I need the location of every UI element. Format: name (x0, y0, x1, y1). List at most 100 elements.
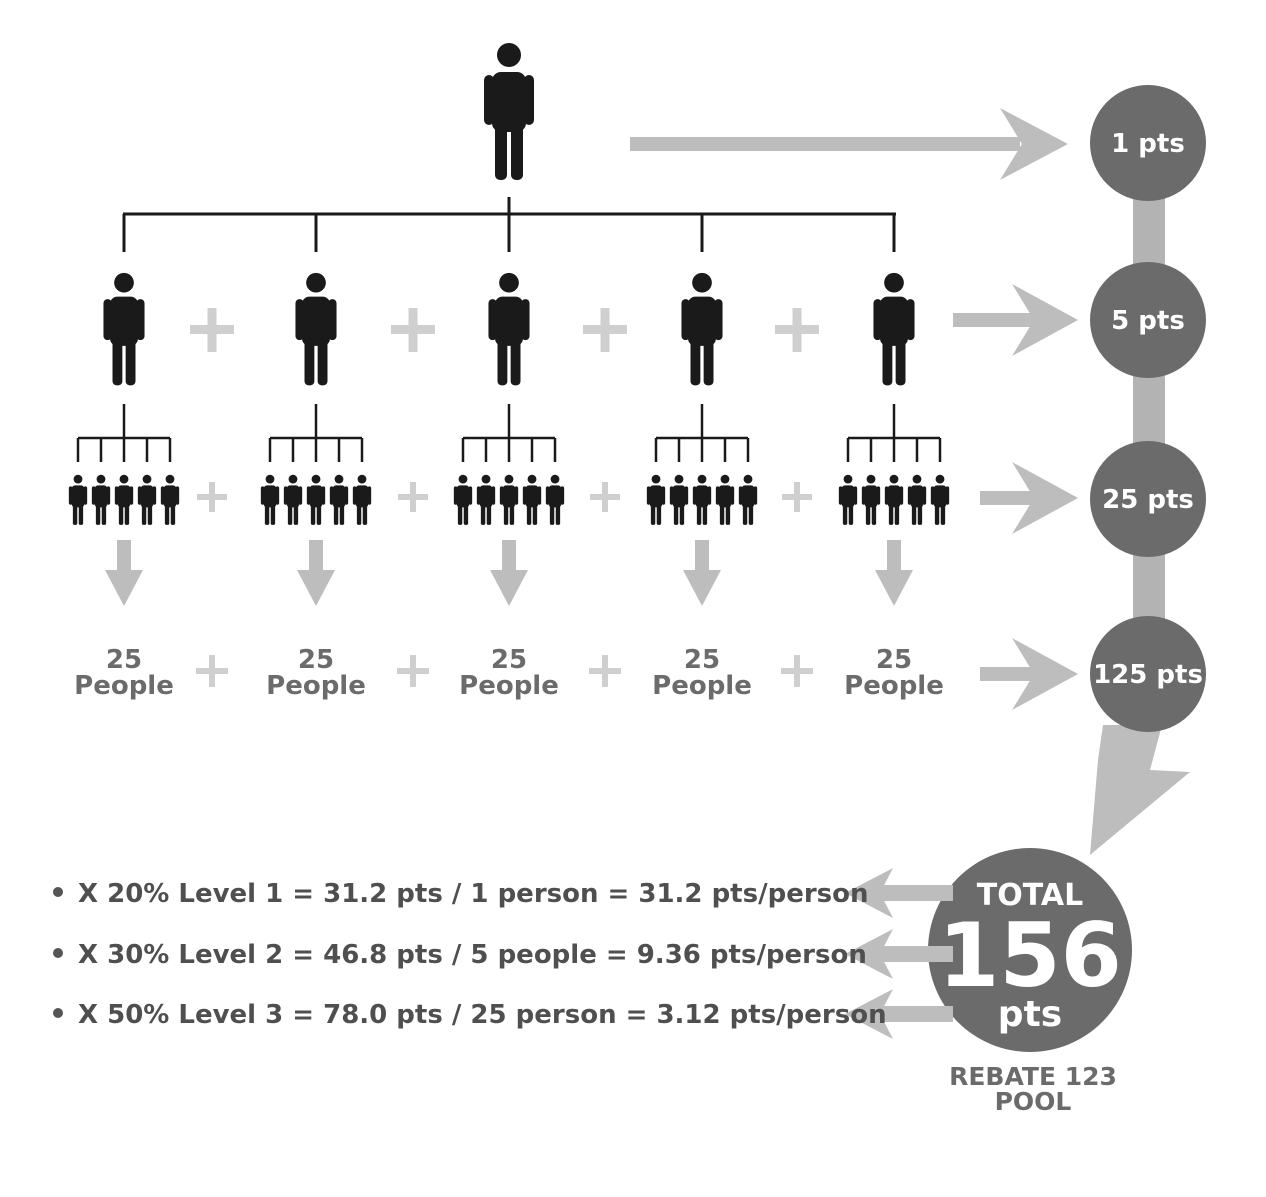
level2-group (453, 404, 565, 606)
distribution-line: X 50% Level 3 = 78.0 pts / 25 person = 3… (53, 989, 953, 1039)
plus-icon (583, 308, 627, 352)
level2-person-icon (669, 474, 689, 525)
level2-person-icon (522, 474, 542, 525)
level2-person-icon (260, 474, 280, 525)
level2-person-icon (137, 474, 157, 525)
people-word: People (652, 671, 752, 701)
level1-tree-lines (122, 197, 896, 252)
arrow-down-icon (683, 540, 721, 606)
people-count: 25 (491, 645, 527, 675)
distribution-text: X 50% Level 3 = 78.0 pts / 25 person = 3… (78, 1000, 887, 1030)
plus-icon (775, 308, 819, 352)
distribution-line: X 20% Level 1 = 31.2 pts / 1 person = 31… (53, 868, 953, 918)
level2-person-icon (907, 474, 927, 525)
plus-icon (398, 482, 428, 512)
level1-person-icon (488, 272, 530, 386)
level2-person-icon (352, 474, 372, 525)
people-count: 25 (684, 645, 720, 675)
level2-tree-lines (654, 404, 750, 462)
level2-group (260, 404, 372, 606)
level2-person-icon (930, 474, 950, 525)
level2-person-icon (91, 474, 111, 525)
level1-person-icon (873, 272, 915, 386)
level2-tree-lines (268, 404, 364, 462)
arrow-left-icon (845, 868, 953, 918)
plus-icon (590, 482, 620, 512)
level1-person-icon (681, 272, 723, 386)
plus-icon (589, 655, 621, 687)
total-value: 156 (938, 904, 1122, 1007)
people-word: People (844, 671, 944, 701)
bullet-dot (53, 887, 63, 897)
arrow-down-icon (297, 540, 335, 606)
level2-person-icon (838, 474, 858, 525)
distribution-line: X 30% Level 2 = 46.8 pts / 5 people = 9.… (53, 929, 953, 979)
pool-line2: POOL (995, 1087, 1072, 1116)
people-word: People (74, 671, 174, 701)
level2-group (68, 404, 180, 606)
level2-person-icon (884, 474, 904, 525)
level-points-label: 1 pts (1111, 129, 1185, 159)
funnel-arrow-icon (1090, 725, 1190, 855)
plus-icon (397, 655, 429, 687)
bullet-dot (53, 948, 63, 958)
distribution-text: X 30% Level 2 = 46.8 pts / 5 people = 9.… (78, 940, 867, 970)
arrow-left-icon (845, 929, 953, 979)
arrow-down-icon (490, 540, 528, 606)
level2-tree-lines (76, 404, 172, 462)
level2-group (646, 404, 758, 606)
arrow-down-icon (875, 540, 913, 606)
arrow-right-icon (980, 462, 1078, 534)
level2-tree-lines (461, 404, 557, 462)
people-count: 25 (298, 645, 334, 675)
level2-person-icon (738, 474, 758, 525)
level-points-label: 125 pts (1093, 660, 1203, 690)
level2-person-icon (329, 474, 349, 525)
total-badge: TOTAL 156 pts (928, 848, 1132, 1052)
distribution-text: X 20% Level 1 = 31.2 pts / 1 person = 31… (78, 879, 869, 909)
total-label: TOTAL (977, 878, 1083, 913)
bullet-dot (53, 1008, 63, 1018)
arrow-right-icon (953, 284, 1078, 356)
arrow-right-icon (630, 108, 1068, 180)
people-count: 25 (106, 645, 142, 675)
people-count: 25 (876, 645, 912, 675)
level2-group (838, 404, 950, 606)
level2-person-icon (692, 474, 712, 525)
plus-icon (781, 655, 813, 687)
total-unit: pts (998, 994, 1062, 1035)
level2-person-icon (160, 474, 180, 525)
plus-icon (391, 308, 435, 352)
level2-tree-lines (846, 404, 942, 462)
level-points-badge: 125 pts (1090, 616, 1206, 732)
level-points-label: 25 pts (1102, 485, 1194, 515)
plus-icon (197, 482, 227, 512)
plus-icon (196, 655, 228, 687)
level2-person-icon (283, 474, 303, 525)
arrow-right-icon (980, 638, 1078, 710)
level-points-badge: 5 pts (1090, 262, 1206, 378)
people-word: People (459, 671, 559, 701)
level-points-label: 5 pts (1111, 306, 1185, 336)
arrow-left-icon (845, 989, 953, 1039)
level2-person-icon (499, 474, 519, 525)
arrow-down-icon (105, 540, 143, 606)
level2-person-icon (545, 474, 565, 525)
level-connector-bar (1133, 180, 1165, 680)
pool-line1: REBATE 123 (949, 1062, 1117, 1091)
top-person-icon (484, 43, 534, 180)
plus-icon (782, 482, 812, 512)
level2-person-icon (646, 474, 666, 525)
level2-person-icon (306, 474, 326, 525)
level2-person-icon (715, 474, 735, 525)
level1-person-icon (103, 272, 145, 386)
people-word: People (266, 671, 366, 701)
plus-icon (190, 308, 234, 352)
level2-person-icon (861, 474, 881, 525)
level2-person-icon (453, 474, 473, 525)
level-points-badge: 1 pts (1090, 85, 1206, 201)
